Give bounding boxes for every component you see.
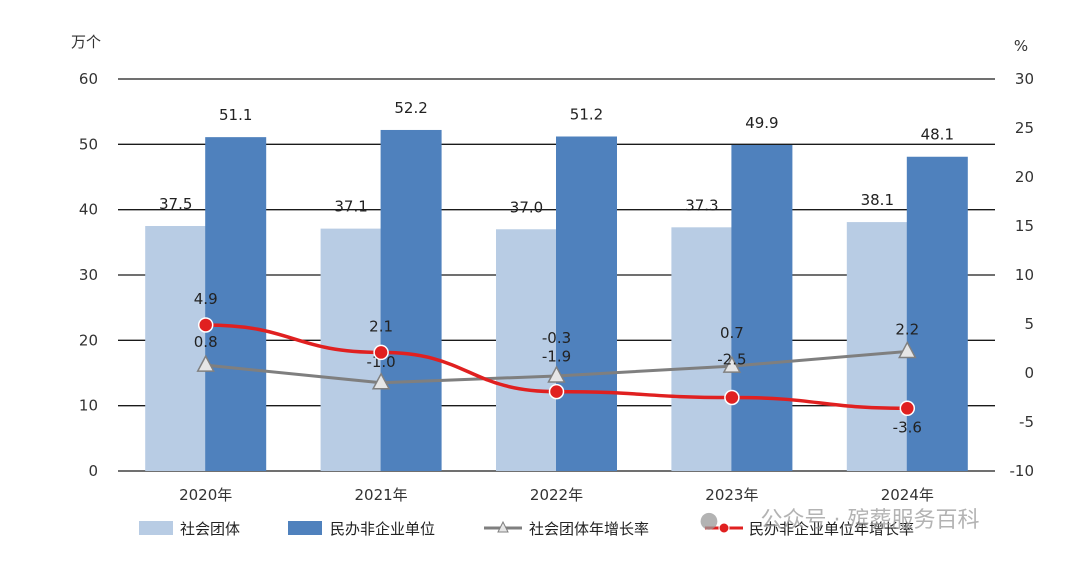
left-tick-label: 50 (79, 135, 98, 153)
wechat-icon: ● (699, 508, 718, 533)
category-label: 2020年 (179, 486, 232, 504)
bar-social-group (496, 229, 557, 471)
bar-data-label: 38.1 (861, 191, 894, 209)
bar-data-label: 37.5 (159, 195, 192, 213)
circle-marker (197, 317, 214, 333)
bar-private-nonenterprise (205, 137, 267, 471)
right-axis: -10 -5 0 5 10 15 20 25 30 (1010, 70, 1035, 480)
watermark-text: 公众号 · 殡葬服务百科 (761, 508, 980, 533)
line-data-label: -0.3 (542, 329, 571, 347)
line-data-label: 2.2 (895, 320, 919, 338)
right-tick-label: -5 (1019, 413, 1034, 431)
bar-data-label: 51.1 (219, 106, 252, 124)
bar-data-label: 37.3 (685, 196, 718, 214)
bar-data-label: 48.1 (921, 126, 954, 144)
legend-circle-marker (718, 522, 730, 534)
triangle-marker (898, 340, 917, 359)
line-data-label: -1.0 (366, 353, 395, 371)
bar-private-nonenterprise (380, 129, 442, 471)
legend-triangle-marker (497, 520, 509, 533)
line-data-label: 2.1 (369, 317, 393, 335)
left-tick-label: 30 (79, 266, 98, 284)
circle-marker (373, 344, 389, 361)
right-tick-label: 15 (1015, 217, 1034, 235)
line-data-label: -3.6 (893, 418, 922, 436)
right-tick-label: 5 (1024, 315, 1034, 333)
category-axis: 2020年 2021年 2022年 2023年 2024年 (179, 486, 934, 504)
triangle-marker (722, 355, 742, 373)
bar-data-label: 52.2 (394, 99, 427, 117)
triangle-marker (547, 365, 566, 383)
right-axis-unit: % (1014, 37, 1028, 55)
left-tick-label: 0 (88, 462, 98, 480)
line-data-label: -1.9 (542, 348, 571, 366)
right-tick-label: -10 (1010, 462, 1035, 480)
circle-marker (724, 389, 740, 406)
legend-swatch-social-group (139, 521, 173, 535)
line-series: 0.8 -1.0 -0.3 0.7 2.2 4.9 2.1 -1.9 -2.5 -3.6 (194, 290, 922, 436)
line-data-label: 0.8 (194, 333, 218, 351)
left-tick-label: 40 (79, 201, 98, 219)
left-axis: 0 10 20 30 40 50 60 (79, 70, 98, 480)
line-data-label: -2.5 (717, 351, 746, 369)
category-label: 2021年 (355, 486, 408, 504)
legend-label: 民办非企业单位 (330, 520, 435, 538)
bar-data-label: 51.2 (570, 105, 603, 123)
bar-private-nonenterprise (556, 136, 617, 471)
bar-data-label: 49.9 (745, 114, 778, 132)
bar-series: 37.5 37.1 37.0 37.3 38.1 51.1 52.2 51.2 49.9 48.1 (145, 99, 968, 471)
category-label: 2023年 (705, 486, 758, 504)
circle-marker (899, 400, 916, 417)
left-tick-label: 60 (79, 70, 98, 88)
right-tick-label: 0 (1024, 364, 1034, 382)
legend-label: 社会团体 (180, 520, 240, 538)
bar-data-label: 37.1 (334, 198, 367, 216)
bar-social-group (846, 222, 908, 471)
bar-social-group (145, 226, 207, 471)
left-tick-label: 20 (79, 331, 98, 349)
legend-label: 社会团体年增长率 (529, 520, 649, 538)
left-tick-label: 10 (79, 397, 98, 415)
bar-private-nonenterprise (731, 144, 793, 471)
bar-private-nonenterprise (906, 156, 968, 471)
right-tick-label: 20 (1015, 168, 1034, 186)
line-data-label: 0.7 (720, 324, 744, 342)
line-data-label: 4.9 (194, 290, 218, 308)
bar-data-label: 37.0 (510, 198, 543, 216)
legend-label: 民办非企业单位年增长率 (749, 520, 914, 538)
legend-swatch-private-nonenterprise (288, 521, 322, 535)
left-axis-unit: 万个 (71, 33, 101, 51)
circle-marker (548, 383, 565, 400)
legend: 社会团体 民办非企业单位 社会团体年增长率 民办非企业单位年增长率 (139, 520, 914, 538)
triangle-marker (196, 354, 215, 372)
triangle-marker (371, 372, 391, 390)
category-label: 2024年 (881, 486, 934, 504)
category-label: 2022年 (530, 486, 583, 504)
right-tick-label: 10 (1015, 266, 1034, 284)
bar-social-group (671, 227, 733, 471)
right-tick-label: 25 (1015, 119, 1034, 137)
right-tick-label: 30 (1015, 70, 1034, 88)
